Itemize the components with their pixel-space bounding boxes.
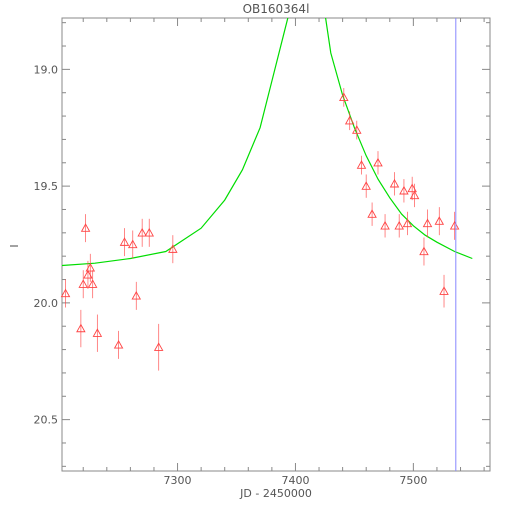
data-point bbox=[380, 220, 390, 230]
data-point bbox=[119, 237, 130, 246]
data-point bbox=[113, 339, 124, 349]
data-point bbox=[153, 342, 164, 351]
data-point bbox=[85, 262, 96, 272]
data-point bbox=[439, 286, 449, 295]
chart-title: OB160364l bbox=[243, 2, 310, 16]
data-point bbox=[409, 190, 420, 200]
data-point bbox=[434, 216, 445, 225]
x-tick-label: 7300 bbox=[164, 474, 192, 487]
data-point bbox=[131, 290, 142, 300]
data-point bbox=[367, 209, 377, 218]
x-tick-label: 7500 bbox=[399, 474, 427, 487]
y-axis-label: I bbox=[8, 244, 21, 247]
data-points-layer bbox=[60, 88, 460, 371]
data-point bbox=[344, 115, 355, 125]
data-point bbox=[127, 239, 138, 249]
data-point bbox=[389, 178, 400, 188]
data-point bbox=[422, 218, 433, 228]
data-point bbox=[92, 328, 103, 337]
data-point bbox=[80, 223, 91, 232]
data-point bbox=[144, 227, 155, 237]
data-point bbox=[352, 125, 362, 134]
plot-frame bbox=[61, 17, 491, 472]
data-point bbox=[339, 92, 349, 102]
data-point bbox=[361, 181, 371, 190]
data-point bbox=[76, 323, 86, 333]
data-point bbox=[87, 279, 98, 288]
data-point bbox=[356, 160, 367, 169]
data-point bbox=[402, 218, 413, 228]
y-tick-label: 19.5 bbox=[34, 180, 59, 193]
y-tick-label: 20.5 bbox=[34, 414, 59, 427]
x-axis-label: JD - 2450000 bbox=[239, 487, 312, 500]
data-point bbox=[449, 220, 460, 230]
data-point bbox=[168, 244, 178, 253]
x-tick-label: 7400 bbox=[281, 474, 309, 487]
data-point bbox=[78, 279, 88, 288]
y-tick-label: 20.0 bbox=[34, 297, 59, 310]
data-point bbox=[399, 185, 409, 195]
model-curve-layer bbox=[62, 18, 473, 267]
data-point bbox=[137, 227, 147, 237]
data-point bbox=[394, 220, 404, 230]
model-curve bbox=[62, 18, 473, 267]
data-point bbox=[60, 288, 71, 298]
y-tick-label: 19.0 bbox=[34, 63, 59, 76]
data-point bbox=[373, 157, 383, 167]
data-point bbox=[419, 246, 429, 256]
